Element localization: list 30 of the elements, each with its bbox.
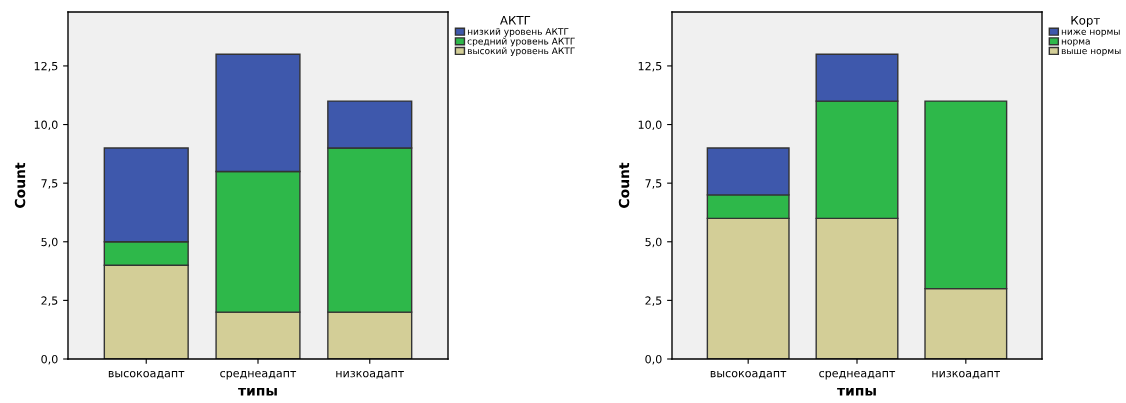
y-tick-label: 0,0	[645, 354, 662, 365]
y-tick-label: 12,5	[34, 61, 58, 72]
legend-title: Корт	[1071, 15, 1100, 28]
legend-title: АКТГ	[500, 15, 531, 25]
x-tick-label: среднеадапт	[220, 370, 297, 380]
x-tick-label: низкоадапт	[932, 370, 1000, 379]
x-axis-title: типы	[837, 387, 876, 396]
y-tick-label: 12,5	[638, 61, 662, 72]
y-axis-title: Count	[618, 162, 630, 208]
legend-label: средний уровень АКТГ	[467, 37, 575, 47]
legend-label: норма	[1061, 39, 1090, 47]
y-axis-title: Count	[14, 162, 26, 208]
y-tick-label: 2,5	[645, 296, 662, 306]
y-tick-label: 10,0	[638, 120, 662, 131]
legend-label: высокий уровень АКТГ	[467, 47, 575, 56]
x-axis-title: типы	[238, 387, 277, 396]
x-tick-label: низкоадапт	[336, 370, 404, 379]
y-tick-label: 10,0	[34, 120, 58, 131]
y-tick-label: 2,5	[41, 296, 58, 306]
x-tick-label: высокоадапт	[710, 370, 787, 379]
legend-label: низкий уровень АКТГ	[467, 27, 569, 37]
x-tick-label: высокоадапт	[108, 370, 185, 379]
y-tick-label: 0,0	[41, 354, 58, 365]
legend-label: выше нормы	[1061, 49, 1121, 56]
y-tick-label: 7,5	[645, 179, 662, 189]
y-tick-label: 7,5	[41, 179, 58, 189]
x-tick-label: среднеадапт	[819, 370, 896, 380]
legend-label: ниже нормы	[1061, 29, 1120, 37]
y-tick-label: 5,0	[645, 237, 662, 248]
y-tick-label: 5,0	[41, 237, 58, 248]
